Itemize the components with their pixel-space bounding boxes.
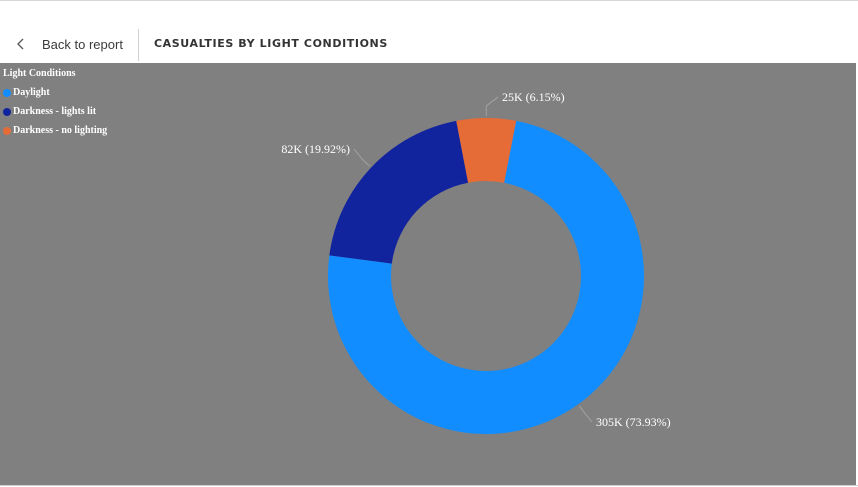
legend-title: Light Conditions <box>3 68 76 79</box>
back-to-report-button[interactable]: Back to report <box>14 32 123 56</box>
donut-slice-daylight[interactable] <box>328 120 644 435</box>
data-label-daylight: 305K (73.93%) <box>596 415 671 429</box>
leader-line <box>485 96 499 117</box>
chart-canvas: Light Conditions Daylight Darkness - lig… <box>0 63 856 485</box>
leader-line <box>579 405 593 423</box>
legend-label: Darkness - lights lit <box>13 106 97 117</box>
legend-item-daylight[interactable]: Daylight <box>3 83 107 102</box>
legend-label: Darkness - no lighting <box>13 125 108 136</box>
chart-legend: Light Conditions Daylight Darkness - lig… <box>3 67 107 140</box>
donut-slice-darkness-no-lighting[interactable] <box>456 118 517 183</box>
donut-chart: 305K (73.93%) 82K (19.92%) 25K (6.15%) <box>281 90 671 435</box>
visual-header: Back to report CASUALTIES BY LIGHT CONDI… <box>0 1 857 63</box>
chevron-left-icon <box>17 38 24 50</box>
leader-line <box>353 148 370 167</box>
legend-marker <box>3 126 11 135</box>
bottom-edge <box>0 485 858 487</box>
page-title: CASUALTIES BY LIGHT CONDITIONS <box>154 37 388 50</box>
donut-slice-darkness-lights-lit[interactable] <box>329 120 469 264</box>
legend-marker <box>3 88 11 97</box>
back-to-report-label: Back to report <box>42 36 123 52</box>
legend-item-darkness-no-lighting[interactable]: Darkness - no lighting <box>3 121 107 140</box>
header-divider <box>138 29 139 61</box>
legend-item-darkness-lights-lit[interactable]: Darkness - lights lit <box>3 102 107 121</box>
right-edge <box>856 1 858 487</box>
data-label-darkness-no-lighting: 25K (6.15%) <box>502 90 565 104</box>
legend-label: Daylight <box>13 87 50 98</box>
data-label-darkness-lights-lit: 82K (19.92%) <box>281 142 350 156</box>
legend-marker <box>3 107 11 116</box>
